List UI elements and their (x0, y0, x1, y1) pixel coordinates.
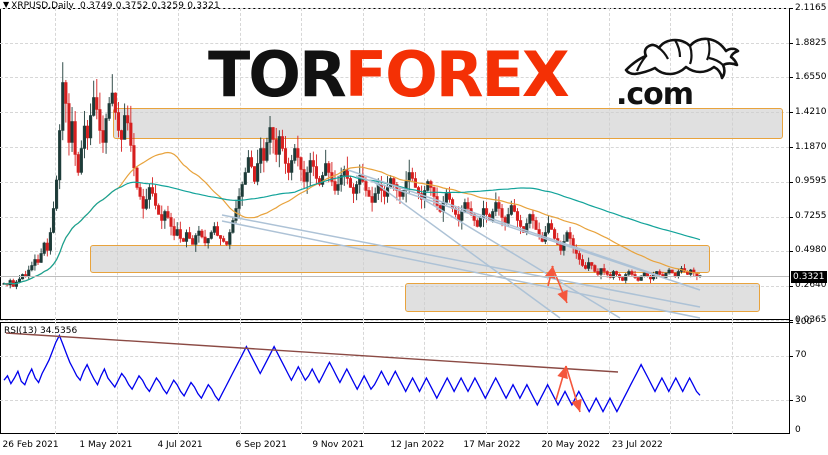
price-axis-tick-label: 0.7255 (795, 211, 827, 222)
price-axis-tick-label: 1.8825 (795, 37, 827, 48)
rsi-axis-tick (789, 355, 793, 357)
date-axis-tick-label: 6 Sep 2021 (235, 440, 287, 450)
gridline-vertical (178, 8, 179, 320)
gridline-vertical (485, 322, 487, 434)
date-axis-tick-label: 26 Feb 2021 (2, 440, 59, 450)
gridline-vertical (55, 322, 56, 434)
price-axis-tick-label: 1.4210 (795, 106, 827, 117)
logo-wordmark: TORFOREX (208, 44, 570, 106)
price-axis-tick (789, 216, 793, 218)
price-axis-tick-label: 0.9595 (795, 176, 827, 187)
rsi-axis-tick-label: 70 (795, 350, 807, 361)
rsi-value: 34.5356 (39, 326, 78, 336)
current-price-tag: 0.3321 (791, 270, 827, 283)
date-axis-tick-label: 4 Jul 2021 (157, 440, 203, 450)
gridline-vertical (239, 322, 241, 434)
gridline-vertical (178, 322, 179, 434)
price-axis-tick (789, 43, 793, 45)
symbol-name: XRPUSD,Daily (11, 1, 74, 11)
date-axis-tick-label: 12 Jan 2022 (390, 440, 445, 450)
date-axis-tick-label: 17 Mar 2022 (463, 440, 521, 450)
gridline-vertical (116, 8, 118, 320)
collapse-caret-icon[interactable]: ▼ (3, 0, 10, 9)
bull-icon (624, 37, 740, 80)
price-axis-tick (789, 8, 793, 9)
gridline-horizontal (0, 181, 789, 183)
gridline-vertical (116, 322, 118, 434)
axis-separator (789, 8, 790, 434)
logo-forex: FOREX (344, 38, 570, 111)
gridline-horizontal (0, 8, 789, 9)
price-axis-tick (789, 112, 793, 114)
gridline-horizontal (0, 77, 789, 79)
symbol-ohlc: 0.3749 0.3752 0.3259 0.3321 (80, 1, 220, 11)
price-axis-tick (789, 320, 793, 321)
rsi-level-line (0, 400, 789, 402)
price-axis-tick (789, 285, 793, 287)
gridline-vertical (301, 322, 302, 434)
price-axis-tick-label: 1.1870 (795, 141, 827, 152)
resistance-zone-upper (113, 108, 783, 139)
date-axis-tick-label: 1 May 2021 (79, 440, 133, 450)
price-axis-tick (789, 77, 793, 79)
date-axis-tick-label: 20 May 2022 (541, 440, 601, 450)
price-axis-tick (789, 147, 793, 149)
price-axis-tick-label: 1.6550 (795, 71, 827, 82)
gridline-vertical (608, 322, 610, 434)
price-axis-tick-label: 0.2640 (795, 280, 827, 291)
support-zone-lower (405, 283, 760, 312)
date-axis-tick-label: 9 Nov 2021 (312, 440, 365, 450)
gridline-horizontal (0, 216, 789, 218)
torforex-logo: TORFOREX .com (208, 30, 740, 112)
price-axis-tick-label: 0.0365 (795, 314, 827, 325)
gridline-vertical (731, 8, 733, 320)
gridline-vertical (55, 8, 56, 320)
price-axis-tick-label: 0.4980 (795, 245, 827, 256)
gridline-vertical (731, 322, 733, 434)
rsi-label: RSI(13) (4, 326, 38, 336)
gridline-horizontal (0, 320, 789, 321)
rsi-level-line (0, 355, 789, 357)
rsi-panel[interactable] (0, 322, 790, 434)
gridline-horizontal (0, 43, 789, 45)
price-axis-tick-label: 2.1165 (795, 2, 827, 13)
rsi-axis-tick-label: 30 (795, 394, 807, 405)
gridline-vertical (362, 322, 364, 434)
price-axis-tick (789, 250, 793, 252)
symbol-header: ▼ XRPUSD,Daily 0.3749 0.3752 0.3259 0.332… (3, 0, 220, 12)
logo-tor: TOR (208, 38, 347, 111)
logo-com: .com (616, 77, 694, 112)
gridline-vertical (670, 322, 671, 434)
gridline-horizontal (0, 147, 789, 149)
gridline-vertical (547, 322, 548, 434)
rsi-axis-tick (789, 322, 793, 323)
date-axis-tick-label: 23 Jul 2022 (611, 440, 663, 450)
rsi-axis-tick (789, 400, 793, 402)
rsi-axis-tick-label: 100 (795, 316, 813, 327)
gridline-vertical (424, 322, 425, 434)
price-axis-tick (789, 181, 793, 183)
current-price-line (0, 275, 789, 277)
resistance-zone-mid (90, 245, 710, 273)
rsi-indicator-label: RSI(13) 34.5356 (4, 326, 77, 336)
rsi-zero-label: 0 (795, 425, 801, 435)
